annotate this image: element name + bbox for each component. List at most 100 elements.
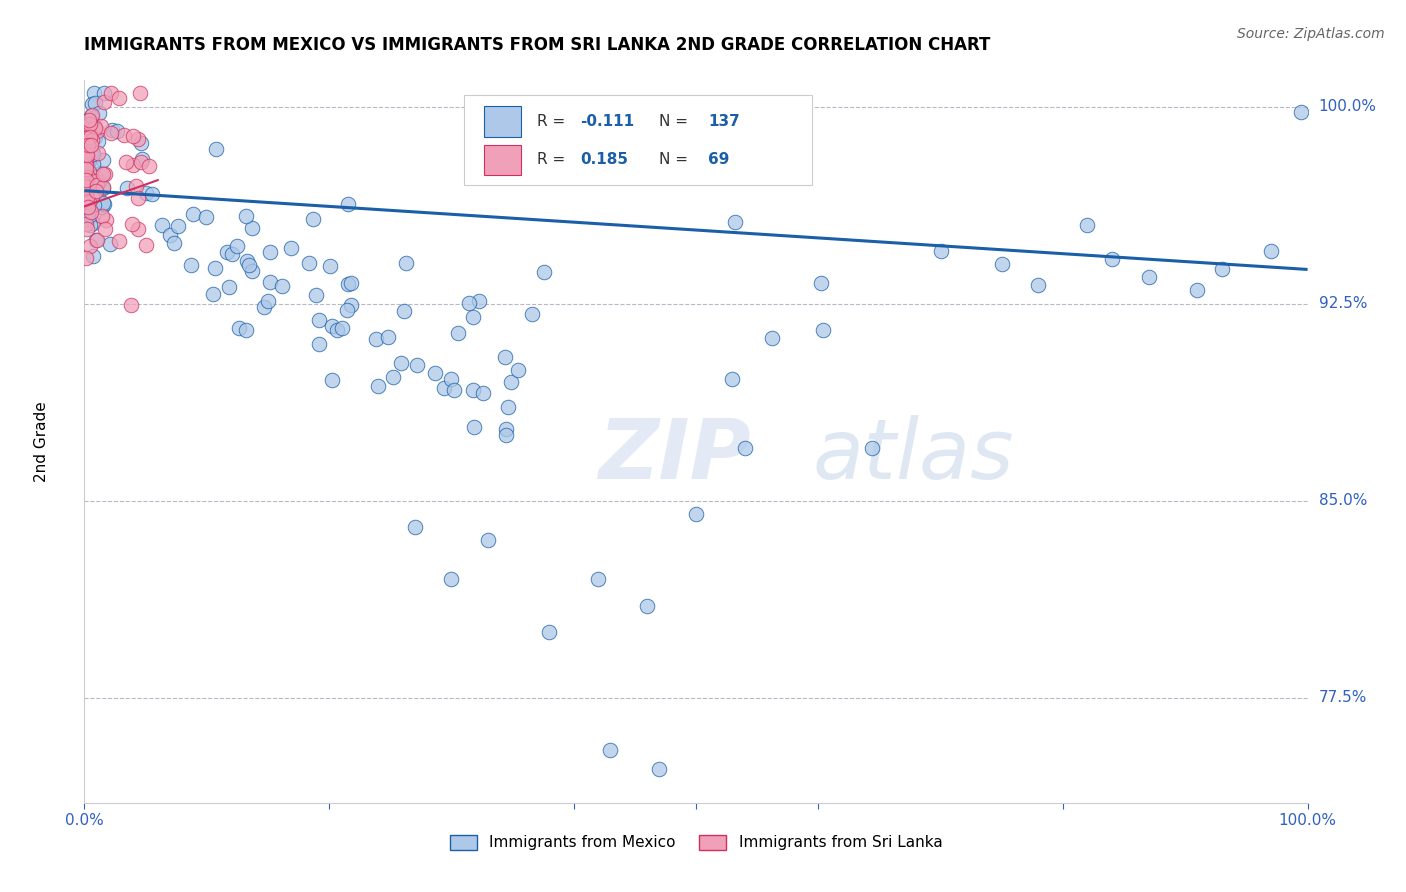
Point (79, 117, 101, 131)
Point (91, 195, 114, 210)
Point (929, 244, 952, 258)
Point (1291, 104, 1313, 119)
Point (135, 237, 157, 252)
Point (215, 244, 238, 259)
Point (91, 180, 114, 194)
Point (389, 355, 412, 369)
Point (75, 212, 97, 227)
Point (129, 87, 152, 101)
Point (115, 181, 138, 195)
Point (319, 259, 342, 273)
Point (76, 191, 98, 205)
Point (79, 112, 101, 127)
Point (94, 212, 117, 227)
Point (336, 303, 359, 318)
Point (75, 194, 97, 209)
Point (238, 258, 260, 272)
Point (76, 147, 98, 161)
Point (84, 130, 107, 145)
Point (79, 127, 101, 141)
Point (439, 372, 461, 386)
Point (79, 218, 101, 232)
Point (75, 161, 97, 176)
Point (82, 120, 104, 134)
Point (80, 96, 103, 111)
Point (75, 131, 97, 145)
Point (93, 87, 115, 101)
Point (80, 108, 103, 122)
Point (236, 254, 259, 268)
Text: 137: 137 (709, 114, 740, 129)
Point (150, 218, 173, 232)
Point (280, 241, 302, 255)
Point (79, 239, 101, 253)
Point (259, 244, 281, 259)
Point (337, 277, 360, 292)
Point (76, 128, 98, 142)
Point (405, 358, 427, 372)
Point (131, 152, 153, 166)
Point (90, 210, 112, 224)
Point (392, 304, 415, 318)
Point (506, 363, 529, 377)
Point (468, 293, 491, 308)
Point (724, 214, 747, 228)
Point (395, 256, 418, 270)
Point (636, 599, 658, 613)
Point (167, 219, 190, 233)
Point (495, 350, 517, 364)
Point (75, 172, 97, 186)
Point (991, 257, 1014, 271)
Point (495, 428, 517, 442)
Point (1187, 284, 1209, 298)
Point (75, 151, 97, 165)
Point (93, 221, 115, 235)
Point (810, 276, 832, 290)
Point (259, 275, 281, 289)
Text: atlas: atlas (813, 416, 1014, 497)
FancyBboxPatch shape (464, 95, 813, 185)
Point (129, 155, 152, 169)
Point (90, 119, 112, 133)
Point (80, 137, 103, 152)
Point (1211, 262, 1233, 277)
Point (86, 124, 108, 138)
Point (76, 169, 98, 184)
Text: IMMIGRANTS FROM MEXICO VS IMMIGRANTS FROM SRI LANKA 2ND GRADE CORRELATION CHART: IMMIGRANTS FROM MEXICO VS IMMIGRANTS FRO… (84, 36, 991, 54)
Point (77, 197, 100, 211)
Point (83, 198, 105, 212)
Point (77, 165, 100, 179)
Point (84, 233, 107, 247)
Text: N =: N = (659, 114, 693, 129)
Point (84, 174, 107, 188)
Text: 0.185: 0.185 (579, 153, 627, 168)
Point (76, 159, 98, 173)
Point (76, 222, 98, 236)
Text: Source: ZipAtlas.com: Source: ZipAtlas.com (1237, 27, 1385, 41)
Point (101, 123, 124, 137)
Text: 100.0%: 100.0% (1319, 99, 1376, 114)
Point (180, 258, 202, 272)
Point (86, 233, 108, 247)
Point (83, 87, 105, 101)
Point (332, 321, 354, 335)
Point (87, 134, 110, 148)
Point (77, 195, 100, 210)
Point (75, 186, 97, 201)
Bar (484, 106, 522, 136)
Point (533, 265, 555, 279)
Point (648, 762, 671, 776)
Point (108, 91, 131, 105)
Point (321, 318, 343, 333)
Point (125, 178, 148, 193)
Point (75, 180, 97, 194)
Point (91, 153, 114, 167)
Point (463, 310, 485, 324)
Point (337, 196, 360, 211)
Point (91, 180, 114, 194)
Point (432, 381, 454, 395)
Point (82, 216, 104, 230)
Point (734, 441, 756, 455)
Point (90, 166, 112, 180)
Point (75, 183, 97, 197)
